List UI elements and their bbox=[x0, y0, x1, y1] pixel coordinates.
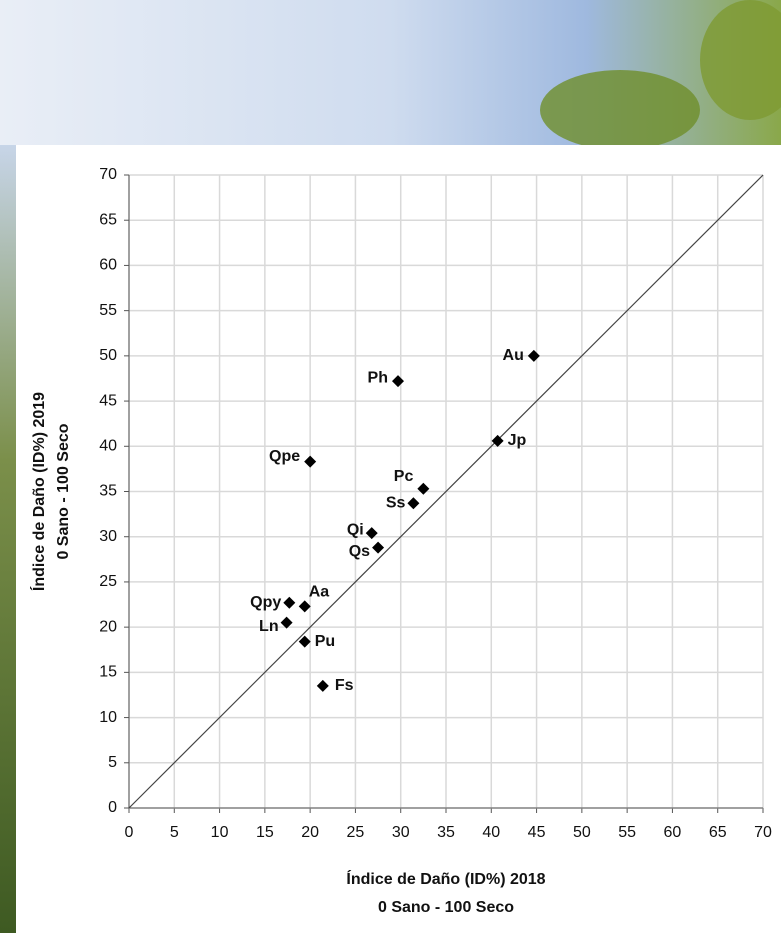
x-tick-label: 15 bbox=[256, 824, 274, 841]
point-label: Qpe bbox=[269, 448, 300, 465]
y-axis-title: 0 Sano - 100 Seco bbox=[55, 423, 72, 559]
y-tick-label: 15 bbox=[99, 664, 117, 681]
x-tick-label: 5 bbox=[170, 824, 179, 841]
y-tick-label: 30 bbox=[99, 528, 117, 545]
y-tick-label: 50 bbox=[99, 347, 117, 364]
y-tick-label: 40 bbox=[99, 438, 117, 455]
x-tick-label: 65 bbox=[709, 824, 727, 841]
point-label: Au bbox=[503, 347, 524, 364]
y-tick-label: 25 bbox=[99, 573, 117, 590]
x-tick-label: 45 bbox=[528, 824, 546, 841]
x-tick-label: 10 bbox=[211, 824, 229, 841]
point-label: Qi bbox=[347, 521, 364, 538]
point-label: Qpy bbox=[250, 594, 281, 611]
x-axis-title: 0 Sano - 100 Seco bbox=[378, 899, 514, 916]
point-label: Ss bbox=[386, 494, 406, 511]
y-tick-label: 0 bbox=[108, 799, 117, 816]
point-label: Qs bbox=[349, 543, 370, 560]
y-tick-label: 20 bbox=[99, 618, 117, 635]
point-label: Ph bbox=[368, 369, 388, 386]
x-tick-label: 40 bbox=[482, 824, 500, 841]
point-label: Jp bbox=[508, 432, 527, 449]
point-label: Ln bbox=[259, 618, 279, 635]
x-tick-label: 60 bbox=[664, 824, 682, 841]
point-label: Pu bbox=[315, 633, 335, 650]
x-axis-title: Índice de Daño (ID%) 2018 bbox=[346, 869, 545, 888]
y-tick-label: 60 bbox=[99, 257, 117, 274]
y-tick-label: 5 bbox=[108, 754, 117, 771]
y-tick-label: 65 bbox=[99, 211, 117, 228]
background-strip bbox=[0, 145, 16, 933]
point-label: Pc bbox=[394, 468, 414, 485]
foliage bbox=[540, 70, 700, 150]
y-tick-label: 45 bbox=[99, 392, 117, 409]
y-tick-label: 35 bbox=[99, 483, 117, 500]
x-tick-label: 0 bbox=[125, 824, 134, 841]
point-label: Aa bbox=[309, 584, 330, 601]
y-tick-label: 70 bbox=[99, 166, 117, 183]
y-tick-label: 10 bbox=[99, 709, 117, 726]
y-tick-label: 55 bbox=[99, 302, 117, 319]
chart: 0 5 10 15 20 25 30 35 40 45 50 55 60 65 70 0 5 10 15 20 25 30… bbox=[0, 0, 781, 933]
x-tick-label: 70 bbox=[754, 824, 772, 841]
x-tick-label: 25 bbox=[347, 824, 365, 841]
point-label: Fs bbox=[335, 677, 354, 694]
x-tick-label: 30 bbox=[392, 824, 410, 841]
x-tick-label: 50 bbox=[573, 824, 591, 841]
x-tick-label: 55 bbox=[618, 824, 636, 841]
x-tick-label: 35 bbox=[437, 824, 455, 841]
x-tick-label: 20 bbox=[301, 824, 319, 841]
y-axis-title: Índice de Daño (ID%) 2019 bbox=[29, 392, 48, 591]
